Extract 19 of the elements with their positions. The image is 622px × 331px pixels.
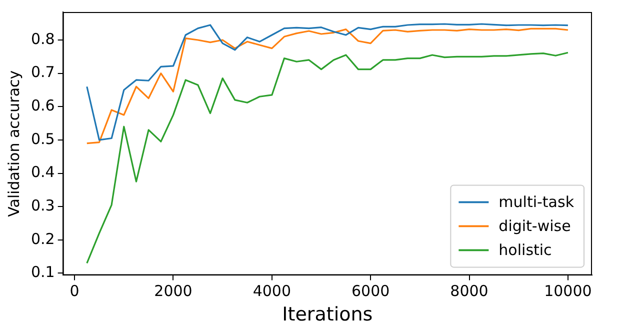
y-tick-label: 0.8 xyxy=(30,30,55,48)
x-tick-label: 8000 xyxy=(450,282,488,300)
legend-label: multi-task xyxy=(498,193,574,212)
legend-label: holistic xyxy=(498,241,552,260)
y-tick-label: 0.3 xyxy=(30,196,55,214)
y-tick-label: 0.2 xyxy=(30,230,55,248)
x-tick-label: 6000 xyxy=(352,282,390,300)
legend-label: digit-wise xyxy=(498,217,571,236)
y-axis-title: Validation accuracy xyxy=(4,70,23,217)
x-tick-label: 4000 xyxy=(252,282,292,300)
y-tick-label: 0.6 xyxy=(30,96,55,115)
y-tick-label: 0.7 xyxy=(30,63,55,82)
y-tick-label: 0.5 xyxy=(30,130,55,148)
x-tick-label: 0 xyxy=(70,282,80,300)
x-tick-label: 10000 xyxy=(544,282,592,300)
y-tick-label: 0.4 xyxy=(30,163,55,182)
y-tick-label: 0.1 xyxy=(30,263,55,282)
x-axis-title: Iterations xyxy=(282,304,373,326)
x-tick-label: 2000 xyxy=(154,282,192,300)
